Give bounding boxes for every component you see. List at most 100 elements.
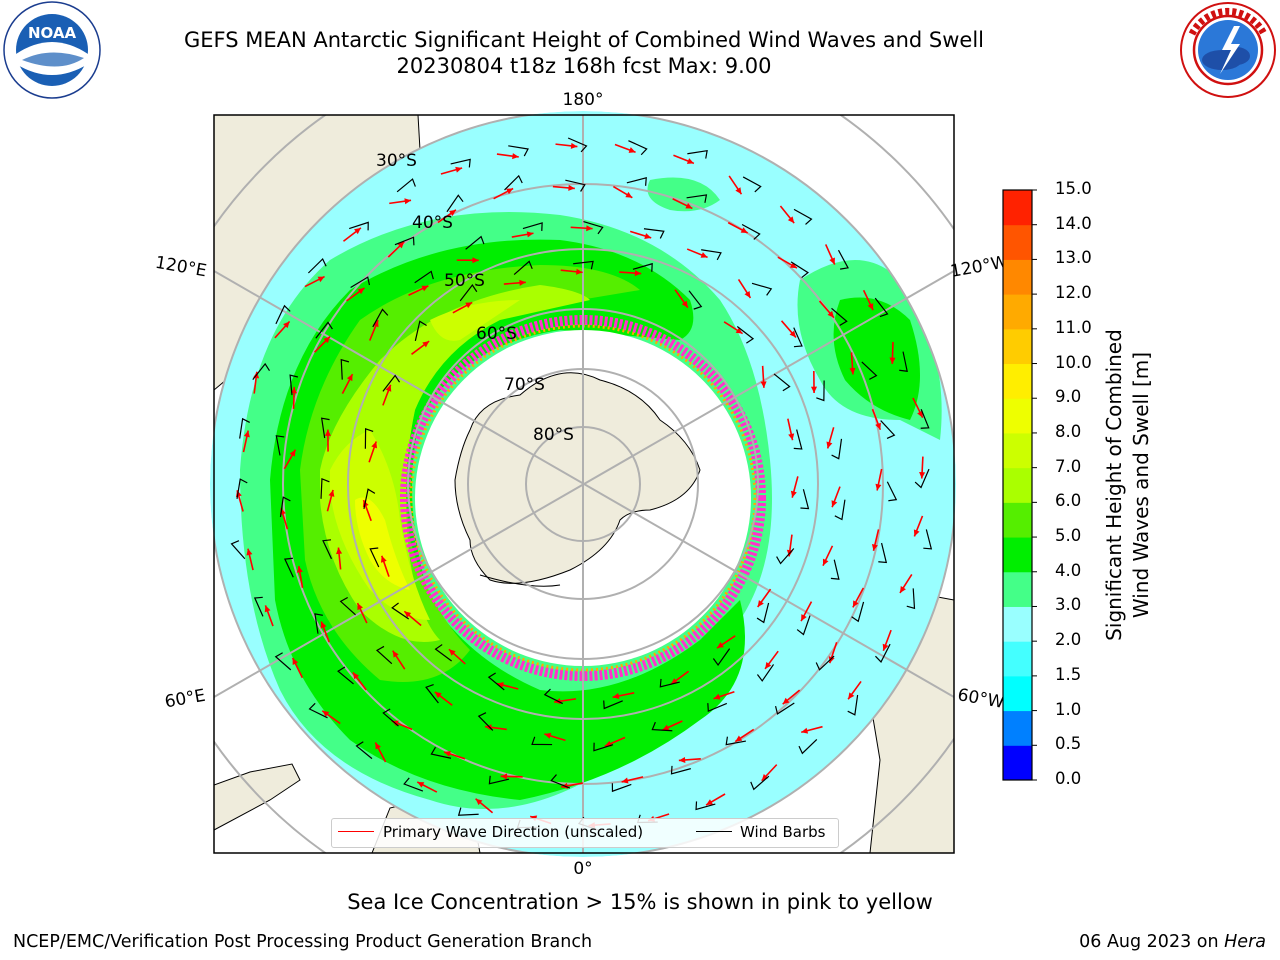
wave-direction-arrow bbox=[356, 602, 368, 624]
wave-direction-arrow bbox=[919, 456, 926, 479]
wave-direction-arrow bbox=[500, 773, 523, 780]
wave-direction-arrow bbox=[737, 278, 752, 299]
wind-barb bbox=[800, 489, 810, 510]
wave-direction-arrow bbox=[912, 397, 924, 419]
wave-direction-arrow bbox=[790, 476, 799, 498]
wind-barb-swatch bbox=[696, 831, 732, 832]
sea-ice-note: Sea Ice Concentration > 15% is shown in … bbox=[347, 890, 933, 914]
chart-subtitle: 20230804 t18z 168h fcst Max: 9.00 bbox=[396, 54, 772, 78]
wind-barb bbox=[513, 260, 533, 276]
wave-direction-arrow bbox=[434, 691, 453, 706]
lat-label: 30°S bbox=[376, 151, 417, 171]
wind-barb bbox=[314, 613, 323, 634]
wave-direction-arrow bbox=[484, 724, 507, 731]
wind-barb-legend-label: Wind Barbs bbox=[740, 823, 826, 841]
wind-barb bbox=[707, 702, 728, 713]
wind-barb bbox=[688, 290, 703, 310]
wave-direction-arrow bbox=[326, 489, 335, 512]
wave-direction-arrow bbox=[342, 227, 362, 242]
wind-barb bbox=[340, 358, 350, 380]
wave-direction-arrow bbox=[403, 610, 422, 627]
colorbar-tick-label: 6.0 bbox=[1055, 491, 1082, 511]
colorbar-tick-label: 5.0 bbox=[1055, 526, 1082, 546]
colorbar-frame bbox=[1002, 189, 1033, 781]
wave-direction-arrow bbox=[614, 143, 636, 153]
wind-barb bbox=[790, 261, 809, 279]
wave-direction-arrow bbox=[777, 256, 798, 269]
colorbar-bin bbox=[1003, 432, 1032, 469]
wave-direction-arrow bbox=[734, 728, 755, 743]
wind-barb bbox=[339, 596, 356, 616]
wind-barb bbox=[230, 540, 246, 560]
wave-direction-arrow bbox=[913, 515, 924, 537]
wind-barb bbox=[434, 644, 452, 662]
wave-direction-arrow bbox=[761, 764, 778, 782]
wind-barb bbox=[363, 488, 376, 509]
wave-direction-arrow bbox=[242, 430, 250, 453]
colorbar-bin bbox=[1003, 190, 1032, 226]
wave-direction-arrow bbox=[849, 352, 856, 375]
lon-label-bottom: 0° bbox=[573, 859, 592, 879]
wave-direction-arrow bbox=[443, 751, 466, 760]
lat-label: 80°S bbox=[533, 425, 574, 445]
wave-direction-arrow bbox=[389, 198, 412, 205]
noaa-logo-text: NOAA bbox=[28, 24, 77, 42]
wave-direction-arrow bbox=[882, 629, 892, 652]
wind-barb bbox=[796, 615, 811, 636]
wind-barb bbox=[831, 307, 848, 326]
wave-direction-arrow bbox=[818, 300, 835, 319]
wind-barb bbox=[815, 655, 835, 671]
footer-date: 06 Aug 2023 on Hera bbox=[1079, 932, 1266, 952]
wind-barb bbox=[543, 688, 563, 705]
wind-barb bbox=[414, 270, 434, 284]
colorbar-bin bbox=[1003, 537, 1032, 573]
footer-credit: NCEP/EMC/Verification Post Processing Pr… bbox=[13, 932, 593, 952]
wind-barb bbox=[488, 775, 510, 785]
wind-barb bbox=[923, 529, 933, 550]
wave-direction-arrow bbox=[456, 257, 479, 264]
wind-barb bbox=[349, 221, 369, 231]
wind-barb bbox=[756, 602, 770, 624]
wind-barb bbox=[899, 351, 908, 372]
wind-barb bbox=[446, 194, 464, 213]
lat-label: 60°S bbox=[476, 324, 517, 344]
wave-direction-arrow bbox=[408, 285, 429, 297]
wind-barb bbox=[906, 588, 916, 610]
wave-direction-legend-label: Primary Wave Direction (unscaled) bbox=[383, 823, 644, 841]
wind-barb bbox=[878, 542, 888, 564]
wind-barb bbox=[643, 228, 665, 239]
wind-barb bbox=[776, 548, 795, 565]
wind-barb bbox=[396, 178, 416, 193]
colorbar-tick-label: 15.0 bbox=[1055, 179, 1092, 198]
wave-direction-arrow bbox=[416, 781, 438, 793]
map-legend: Primary Wave Direction (unscaled) Wind B… bbox=[331, 818, 839, 848]
wind-barb bbox=[686, 194, 708, 203]
wave-direction-arrow bbox=[570, 225, 593, 232]
wind-barb bbox=[430, 746, 452, 759]
wave-direction-arrow bbox=[296, 565, 304, 588]
wave-direction-arrow bbox=[705, 793, 726, 806]
wind-barb bbox=[880, 420, 896, 439]
wave-direction-arrow bbox=[341, 373, 354, 395]
nws-logo bbox=[1180, 2, 1276, 98]
wave-direction-arrow bbox=[871, 529, 880, 551]
wave-direction-arrow bbox=[764, 650, 779, 670]
wave-direction-arrow bbox=[437, 209, 457, 224]
wind-barb bbox=[315, 321, 333, 339]
wave-direction-arrow bbox=[723, 321, 744, 335]
colorbar-tick-label: 1.0 bbox=[1055, 699, 1082, 719]
wave-direction-arrow bbox=[612, 185, 633, 199]
wave-direction-arrow bbox=[440, 166, 463, 175]
wind-barb bbox=[834, 499, 846, 521]
lat-label: 40°S bbox=[412, 213, 453, 233]
wave-direction-arrow bbox=[822, 545, 834, 567]
colorbar-tick-label: 11.0 bbox=[1055, 317, 1092, 337]
wave-direction-arrow bbox=[852, 587, 865, 608]
wave-direction-arrow bbox=[411, 340, 430, 355]
wave-direction-arrow bbox=[824, 244, 836, 265]
wind-barb bbox=[851, 601, 865, 623]
wave-direction-arrow bbox=[713, 690, 735, 700]
wave-direction-arrow bbox=[673, 154, 695, 165]
colorbar-bin bbox=[1003, 606, 1032, 642]
